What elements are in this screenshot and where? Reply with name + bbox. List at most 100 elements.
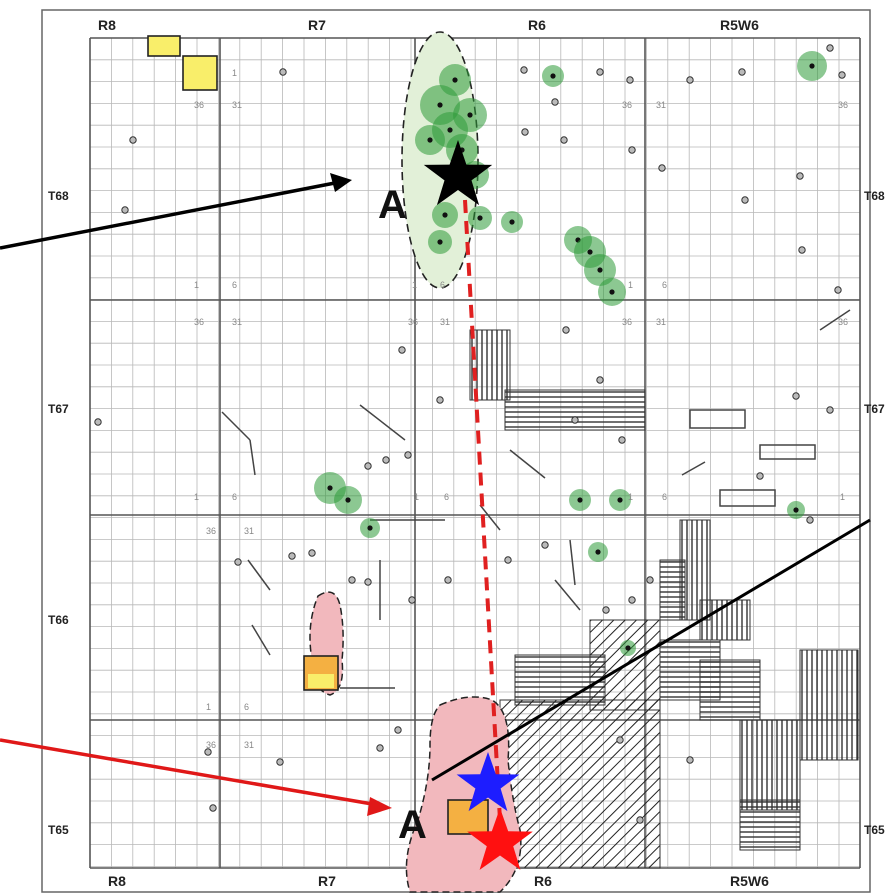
well-point bbox=[129, 136, 137, 144]
well-point bbox=[596, 376, 604, 384]
section-number: 31 bbox=[656, 100, 666, 110]
section-number: 1 bbox=[232, 68, 237, 78]
township-label: T66 bbox=[48, 613, 69, 627]
section-number: 36 bbox=[206, 740, 216, 750]
arrow-icon bbox=[367, 797, 392, 816]
section-number: 1 bbox=[628, 492, 633, 502]
well-point bbox=[444, 576, 452, 584]
well-point bbox=[826, 44, 834, 52]
well-dot bbox=[427, 137, 433, 143]
well-dot bbox=[442, 212, 448, 218]
well-point bbox=[348, 576, 356, 584]
well-points bbox=[94, 44, 846, 824]
section-number: 6 bbox=[232, 280, 237, 290]
lease-boxes bbox=[147, 35, 489, 835]
well-point bbox=[94, 418, 102, 426]
well-dot bbox=[793, 507, 799, 513]
well-point bbox=[796, 172, 804, 180]
section-number: 31 bbox=[232, 100, 242, 110]
blue-star-icon bbox=[456, 752, 520, 812]
well-dot bbox=[367, 525, 373, 531]
well-dot bbox=[437, 102, 443, 108]
well-point bbox=[596, 68, 604, 76]
black-star-icon bbox=[423, 140, 493, 206]
annotation-arrows bbox=[0, 173, 871, 816]
stars bbox=[423, 140, 533, 870]
well-point bbox=[121, 206, 129, 214]
section-number: 36 bbox=[838, 100, 848, 110]
well-point bbox=[616, 736, 624, 744]
well-point bbox=[541, 541, 549, 549]
well-point bbox=[686, 756, 694, 764]
well-point bbox=[521, 128, 529, 136]
well-dot bbox=[625, 645, 631, 651]
range-labels-bottom: R8 R7 R6 R5W6 bbox=[108, 873, 769, 889]
well-point bbox=[562, 326, 570, 334]
well-point bbox=[834, 286, 842, 294]
point-a-upper-label: A bbox=[378, 183, 407, 227]
upper-field-boundary bbox=[401, 31, 479, 289]
well-point bbox=[658, 164, 666, 172]
section-number: 36 bbox=[622, 317, 632, 327]
section-number: 36 bbox=[194, 100, 204, 110]
well-point bbox=[234, 558, 242, 566]
well-dot bbox=[609, 289, 615, 295]
well-point bbox=[279, 68, 287, 76]
well-point bbox=[686, 76, 694, 84]
well-dot bbox=[447, 127, 453, 133]
well-point bbox=[756, 472, 764, 480]
section-number: 31 bbox=[232, 317, 242, 327]
well-dot bbox=[809, 63, 815, 69]
range-label: R8 bbox=[108, 873, 126, 889]
well-point bbox=[408, 596, 416, 604]
section-number: 36 bbox=[838, 317, 848, 327]
township-label: T67 bbox=[48, 402, 69, 416]
well-point bbox=[738, 68, 746, 76]
section-numbers: 1 36 31 1 6 36 31 36 31 36 31 36 36 36 3… bbox=[194, 68, 848, 750]
section-number: 1 bbox=[414, 492, 419, 502]
well-point bbox=[626, 76, 634, 84]
township-label: T68 bbox=[864, 189, 885, 203]
well-dot bbox=[577, 497, 583, 503]
well-dot bbox=[617, 497, 623, 503]
section-number: 31 bbox=[244, 526, 254, 536]
section-number: 1 bbox=[628, 280, 633, 290]
well-point bbox=[618, 436, 626, 444]
well-point bbox=[204, 748, 212, 756]
section-number: 36 bbox=[194, 317, 204, 327]
range-label: R8 bbox=[98, 17, 116, 33]
well-point bbox=[628, 596, 636, 604]
township-label: T68 bbox=[48, 189, 69, 203]
section-number: 1 bbox=[194, 492, 199, 502]
well-lines bbox=[221, 309, 851, 689]
well-point bbox=[394, 726, 402, 734]
section-number: 31 bbox=[656, 317, 666, 327]
well-point bbox=[602, 606, 610, 614]
section-number: 36 bbox=[622, 100, 632, 110]
section-number: 31 bbox=[244, 740, 254, 750]
arrow-icon bbox=[330, 173, 352, 192]
well-point bbox=[798, 246, 806, 254]
section-number: 6 bbox=[232, 492, 237, 502]
well-point bbox=[628, 146, 636, 154]
well-point bbox=[560, 136, 568, 144]
well-point bbox=[398, 346, 406, 354]
section-number: 1 bbox=[412, 280, 417, 290]
well-point bbox=[288, 552, 296, 560]
well-dot bbox=[587, 249, 593, 255]
well-point bbox=[276, 758, 284, 766]
well-dot bbox=[437, 239, 443, 245]
well-point bbox=[504, 556, 512, 564]
well-point bbox=[806, 516, 814, 524]
well-point bbox=[436, 396, 444, 404]
hatched-lease-areas bbox=[469, 329, 859, 869]
section-number: 6 bbox=[244, 702, 249, 712]
section-number: 1 bbox=[840, 492, 845, 502]
well-point bbox=[792, 392, 800, 400]
well-point bbox=[376, 744, 384, 752]
section-number: 6 bbox=[662, 492, 667, 502]
well-dot bbox=[595, 549, 601, 555]
well-dot bbox=[509, 219, 515, 225]
well-point bbox=[364, 578, 372, 586]
well-point bbox=[826, 406, 834, 414]
